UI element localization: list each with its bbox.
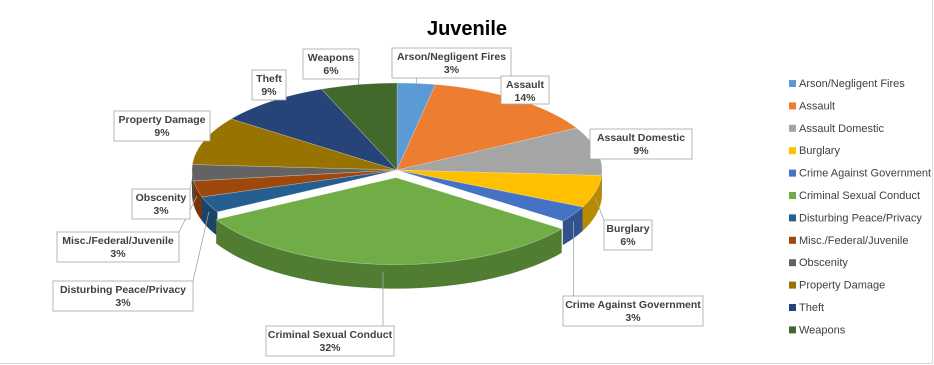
pie-slice-crime-against-government — [396, 169, 584, 222]
callout-box-misc-federal-juvenile — [56, 231, 180, 263]
chart-title: Juvenile — [426, 18, 508, 40]
callout-category-property-damage: Property Damage — [119, 114, 206, 126]
callout-box-assault-domestic — [589, 128, 693, 160]
callout-box-property-damage — [113, 110, 211, 142]
legend-label-weapons: Weapons — [799, 324, 846, 336]
callout-category-criminal-sexual-conduct: Criminal Sexual Conduct — [268, 329, 393, 341]
pie-slice-criminal-sexual-conduct — [215, 177, 563, 265]
legend-swatch-assault — [789, 102, 796, 110]
legend-swatch-disturbing-peace-privacy — [789, 214, 796, 222]
callout-category-theft: Theft — [256, 73, 282, 85]
callout-value-assault-domestic: 9% — [633, 145, 649, 157]
pie-slice-burglary — [396, 169, 602, 208]
callout-box-obscenity — [131, 188, 191, 220]
legend-swatch-theft — [789, 304, 796, 311]
legend-swatch-property-damage — [789, 281, 796, 289]
callout-category-assault-domestic: Assault Domestic — [597, 132, 685, 144]
legend-swatch-misc-federal-juvenile — [789, 236, 796, 244]
legend-label-disturbing-peace-privacy: Disturbing Peace/Privacy — [799, 212, 922, 224]
callout-box-arson-negligent-fires — [391, 47, 512, 79]
callout-box-assault — [500, 75, 550, 105]
callout-category-crime-against-government: Crime Against Government — [565, 299, 701, 311]
legend-swatch-arson-negligent-fires — [789, 80, 796, 87]
callout-value-burglary: 6% — [620, 236, 636, 248]
callout-value-criminal-sexual-conduct: 32% — [319, 342, 341, 354]
legend-swatch-burglary — [789, 147, 796, 155]
legend-label-crime-against-government: Crime Against Government — [799, 168, 931, 180]
callout-box-theft — [251, 69, 287, 101]
legend-swatch-obscenity — [789, 259, 796, 267]
legend-label-property-damage: Property Damage — [799, 280, 885, 292]
callout-leader-obscenity — [189, 179, 193, 190]
callout-box-criminal-sexual-conduct — [265, 325, 395, 357]
callout-category-burglary: Burglary — [606, 223, 649, 235]
legend-swatch-criminal-sexual-conduct — [789, 192, 796, 199]
pie-side-criminal-sexual-conduct — [216, 219, 562, 289]
pie-side-obscenity — [192, 170, 194, 205]
callout-category-assault: Assault — [506, 79, 544, 91]
legend-swatch-crime-against-government — [789, 169, 796, 177]
callout-value-arson-negligent-fires: 3% — [444, 64, 460, 76]
callout-value-assault: 14% — [514, 92, 536, 104]
callout-category-arson-negligent-fires: Arson/Negligent Fires — [397, 51, 506, 63]
legend-label-assault: Assault — [799, 100, 835, 112]
callout-box-weapons — [302, 48, 360, 80]
callout-box-disturbing-peace-privacy — [52, 280, 194, 312]
callout-category-misc-federal-juvenile: Misc./Federal/Juvenile — [62, 235, 174, 247]
callout-category-weapons: Weapons — [308, 52, 355, 64]
legend-swatch-assault-domestic — [789, 124, 796, 132]
legend-label-arson-negligent-fires: Arson/Negligent Fires — [799, 78, 905, 90]
callout-value-obscenity: 3% — [153, 205, 169, 217]
callout-value-crime-against-government: 3% — [625, 312, 641, 324]
pie-side-burglary — [582, 175, 602, 231]
callout-value-weapons: 6% — [323, 65, 339, 77]
legend-label-obscenity: Obscenity — [799, 257, 848, 269]
callout-value-misc-federal-juvenile: 3% — [110, 248, 126, 260]
callout-box-crime-against-government — [562, 295, 704, 327]
callout-value-disturbing-peace-privacy: 3% — [115, 297, 131, 309]
callout-leader-disturbing-peace-privacy — [192, 211, 210, 282]
legend-label-theft: Theft — [799, 302, 824, 314]
legend-label-criminal-sexual-conduct: Criminal Sexual Conduct — [799, 190, 920, 202]
callout-leader-burglary — [595, 198, 605, 221]
callout-value-property-damage: 9% — [154, 127, 170, 139]
legend-label-misc-federal-juvenile: Misc./Federal/Juvenile — [799, 235, 908, 247]
callout-category-obscenity: Obscenity — [136, 192, 187, 204]
pie-side-disturbing-peace-privacy — [202, 196, 218, 236]
pie-side-crime-against-government — [562, 207, 583, 246]
callout-value-theft: 9% — [261, 86, 277, 98]
legend-label-burglary: Burglary — [799, 145, 840, 157]
callout-box-burglary — [603, 219, 653, 251]
callout-category-disturbing-peace-privacy: Disturbing Peace/Privacy — [60, 284, 186, 296]
legend-label-assault-domestic: Assault Domestic — [799, 123, 884, 135]
pie-side-misc-federal-juvenile — [193, 180, 202, 221]
legend-swatch-weapons — [789, 326, 796, 334]
